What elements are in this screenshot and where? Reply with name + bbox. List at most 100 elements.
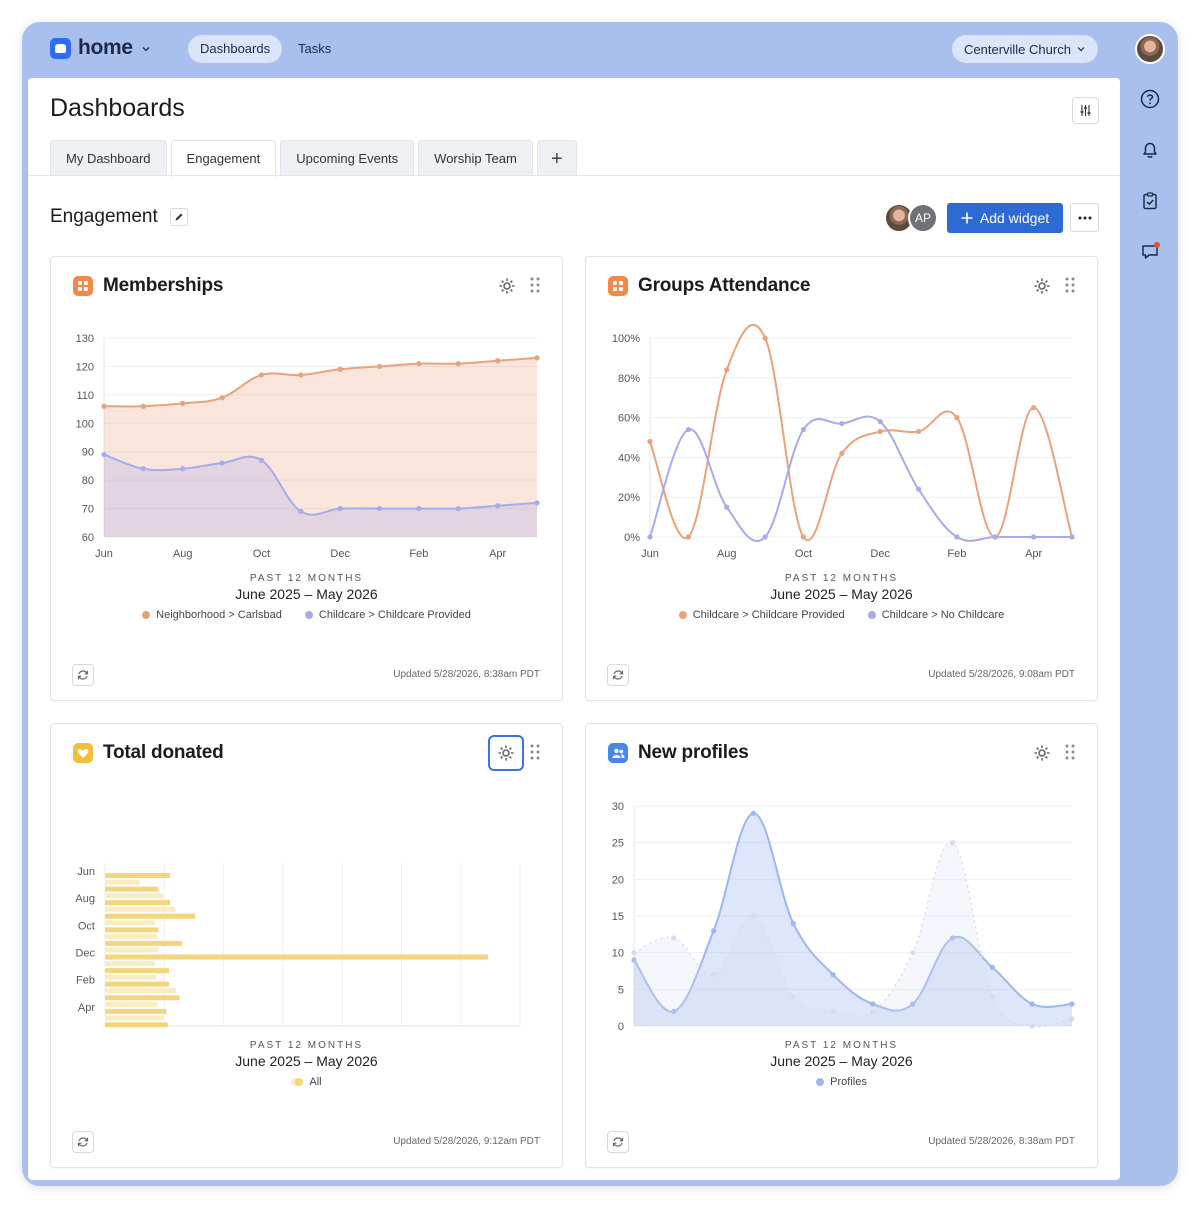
bar — [105, 879, 140, 885]
data-point — [711, 928, 717, 934]
bar — [105, 893, 164, 899]
drag-handle-icon[interactable] — [1064, 744, 1076, 760]
app-name: home — [78, 36, 133, 59]
data-point — [180, 400, 186, 406]
data-point — [101, 451, 107, 458]
tab-upcoming-events[interactable]: Upcoming Events — [280, 140, 415, 176]
series-line — [649, 323, 1073, 542]
y-tick-label: 70 — [82, 504, 94, 516]
x-tick-label: Dec — [870, 548, 890, 560]
period-range: June 2025 – May 2026 — [235, 586, 378, 602]
bar — [105, 954, 488, 960]
data-point — [989, 994, 995, 1000]
bar — [105, 886, 159, 892]
tab-my-dashboard[interactable]: My Dashboard — [50, 140, 167, 176]
widget-title: Groups Attendance — [638, 275, 811, 296]
nav-tasks[interactable]: Tasks — [298, 41, 332, 56]
heart-icon — [73, 743, 93, 763]
legend-item: Profiles — [816, 1076, 867, 1088]
bar — [105, 947, 159, 953]
people-group-icon — [73, 276, 93, 296]
x-tick-label: Feb — [947, 548, 966, 560]
data-point — [711, 972, 717, 978]
nav-dashboards[interactable]: Dashboards — [188, 35, 283, 63]
chart-legend: All — [51, 1076, 562, 1089]
series-line — [103, 356, 538, 408]
data-point — [915, 486, 922, 492]
x-tick-label: Feb — [409, 548, 428, 560]
organization-select[interactable]: Centerville Church — [952, 35, 1098, 63]
drag-handle-icon[interactable] — [529, 277, 541, 293]
updated-timestamp: Updated 5/28/2026, 9:08am PDT — [928, 669, 1075, 680]
page-title: Dashboards — [50, 94, 185, 122]
y-tick-label: 60% — [618, 413, 640, 425]
refresh-button[interactable] — [607, 1131, 629, 1153]
add-widget-button[interactable]: Add widget — [947, 203, 1063, 233]
refresh-button[interactable] — [72, 664, 94, 686]
ellipsis-icon — [1078, 216, 1091, 219]
refresh-button[interactable] — [72, 1131, 94, 1153]
legend-item: Neighborhood > Carlsbad — [142, 609, 282, 621]
data-point — [180, 466, 186, 472]
groups-attendance-chart: 100% 80% 60% 40% 20% 0%Jun Aug Oct Dec Feb Apr — [612, 323, 1075, 560]
plus-icon — [961, 212, 973, 224]
bar — [105, 906, 175, 912]
legend-dot — [142, 611, 151, 619]
edit-title-button[interactable] — [169, 208, 188, 226]
chevron-down-icon — [142, 47, 150, 52]
data-point — [337, 505, 343, 512]
legend-label: All — [309, 1076, 322, 1088]
period-range: June 2025 – May 2026 — [770, 586, 913, 602]
more-options-button[interactable] — [1070, 203, 1099, 232]
new-profiles-widget: New profiles 302520151050JunAugOctDecFeb… — [585, 723, 1098, 1168]
section-title: Engagement — [50, 206, 188, 228]
bar — [105, 988, 177, 994]
x-tick-label: Aug — [717, 548, 737, 560]
series-area — [634, 842, 1072, 1027]
clipboard-check-icon[interactable] — [1139, 190, 1161, 212]
legend-item: Childcare > Childcare Provided — [678, 609, 845, 621]
bar — [105, 961, 155, 967]
tab-worship-team[interactable]: Worship Team — [418, 140, 533, 176]
x-tick-label: Oct — [253, 548, 270, 560]
period-label: PAST 12 MONTHS — [784, 1040, 899, 1051]
data-point — [140, 466, 146, 472]
data-point — [762, 534, 768, 540]
legend-dot — [295, 1078, 304, 1086]
gear-icon[interactable] — [497, 276, 517, 296]
y-tick-label: 20% — [618, 492, 640, 504]
gear-icon[interactable] — [488, 735, 524, 771]
data-point — [1029, 1023, 1035, 1029]
x-tick-label: Dec — [330, 548, 350, 560]
user-avatar[interactable] — [1135, 34, 1165, 64]
user-initials-avatar: AP — [908, 203, 938, 233]
y-tick-label: 100 — [76, 418, 94, 430]
bell-icon[interactable] — [1139, 139, 1161, 161]
refresh-icon — [612, 1137, 624, 1147]
add-tab-button[interactable]: + — [536, 140, 577, 176]
y-tick-label: Aug — [75, 893, 95, 905]
dashboard-settings-button[interactable] — [1072, 97, 1099, 124]
chat-notification-icon[interactable] — [1139, 240, 1161, 262]
widget-header: Groups Attendance — [608, 275, 810, 297]
help-icon[interactable] — [1139, 88, 1161, 110]
y-tick-label: 100% — [612, 333, 640, 345]
widget-title: New profiles — [638, 742, 749, 763]
legend-label: Neighborhood > Carlsbad — [156, 609, 282, 621]
app-switcher[interactable]: home — [50, 36, 151, 60]
bar — [105, 933, 158, 939]
series-line — [649, 415, 1072, 543]
gear-icon[interactable] — [1032, 743, 1052, 763]
drag-handle-icon[interactable] — [529, 744, 541, 760]
data-point — [298, 508, 304, 515]
gear-icon[interactable] — [1032, 276, 1052, 296]
data-point — [1069, 1016, 1075, 1022]
tab-engagement[interactable]: Engagement — [170, 140, 277, 177]
drag-handle-icon[interactable] — [1064, 277, 1076, 293]
main-panel: Dashboards My Dashboard Engagement Upcom… — [28, 78, 1120, 1180]
data-point — [101, 403, 107, 409]
top-bar: home Dashboards Tasks Centerville Church — [22, 22, 1178, 78]
refresh-button[interactable] — [607, 664, 629, 686]
period-label: PAST 12 MONTHS — [249, 1040, 364, 1051]
data-point — [750, 913, 757, 919]
